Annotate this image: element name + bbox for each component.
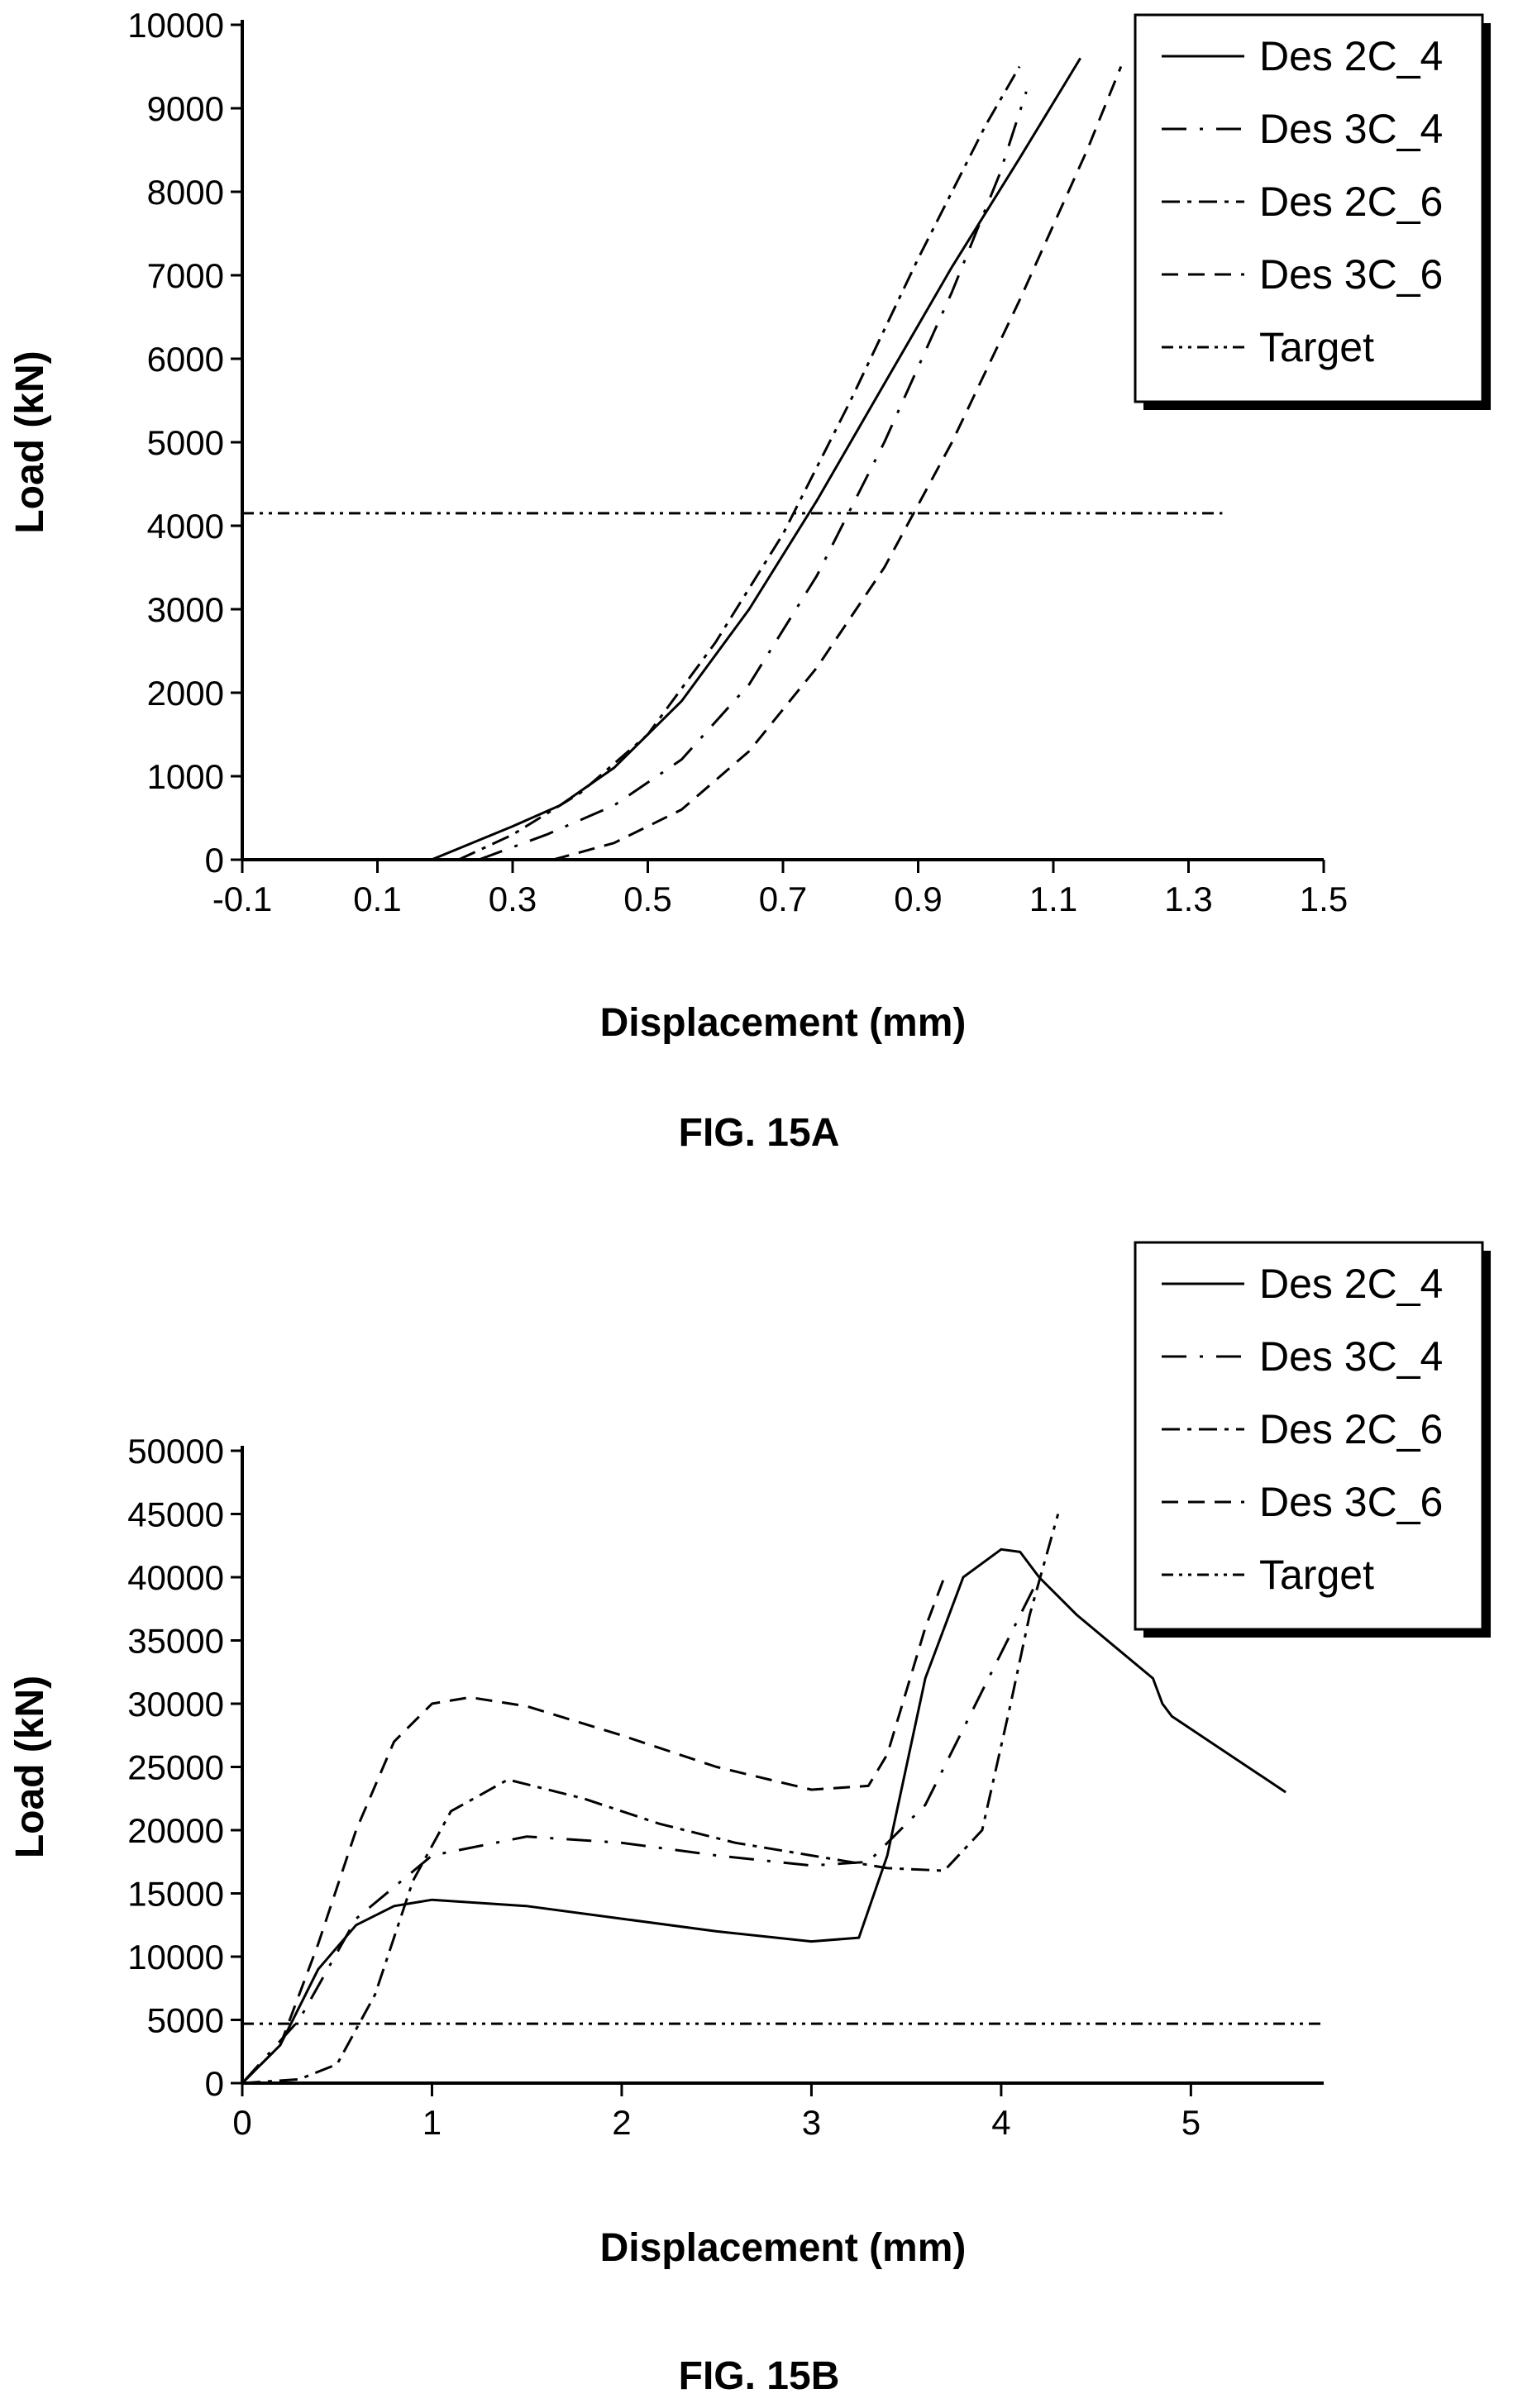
legend-label: Des 3C_4 (1259, 106, 1443, 152)
x-tick-label: 1 (422, 2103, 442, 2142)
y-tick-label: 7000 (147, 256, 224, 295)
y-tick-label: 15000 (127, 1875, 224, 1914)
legend-label: Des 2C_6 (1259, 1406, 1443, 1452)
y-tick-label: 30000 (127, 1685, 224, 1724)
legend-label: Des 2C_4 (1259, 1261, 1443, 1307)
legend-label: Des 2C_4 (1259, 33, 1443, 79)
y-axis-title: Load (kN) (8, 350, 52, 533)
legend-label: Des 3C_6 (1259, 251, 1443, 298)
y-tick-label: 5000 (147, 423, 224, 462)
series-line-des-3c-4 (478, 91, 1028, 861)
series-line-des-2c-4 (241, 1547, 1286, 2085)
y-tick-label: 5000 (147, 2001, 224, 2040)
y-tick-label: 50000 (127, 1432, 224, 1471)
y-tick-label: 2000 (147, 674, 224, 713)
x-tick-label: 1.3 (1164, 880, 1212, 918)
x-tick-label: 5 (1181, 2103, 1201, 2142)
x-tick-label: 0.5 (623, 880, 671, 918)
legend-label: Target (1259, 324, 1374, 370)
x-tick-label: 1.1 (1029, 880, 1077, 918)
series-line-des-3c-6 (241, 1576, 946, 2085)
y-tick-label: 35000 (127, 1622, 224, 1661)
legend-box (1134, 13, 1484, 403)
legend-label: Des 3C_6 (1259, 1479, 1443, 1525)
legend-label: Target (1259, 1552, 1374, 1598)
legend-box (1134, 1241, 1484, 1631)
x-tick-label: 1.5 (1300, 880, 1348, 918)
x-axis-title: Displacement (mm) (600, 1001, 967, 1045)
chart-fig-15a: 0 1000 2000 3000 4000 5000 6000 7000 8000 9000 100… (8, 6, 1491, 1045)
y-tick-label: 3000 (147, 590, 224, 629)
x-tick-label: 0.1 (353, 880, 401, 918)
y-tick-label: 4000 (147, 507, 224, 546)
y-tick-label: 8000 (147, 173, 224, 212)
x-tick-label: -0.1 (212, 880, 272, 918)
series-line-des-2c-6 (241, 1514, 1060, 2085)
series-line-des-3c-4 (241, 1576, 1041, 2085)
legend-label: Des 2C_6 (1259, 179, 1443, 225)
y-tick-label: 20000 (127, 1811, 224, 1850)
y-tick-label: 25000 (127, 1748, 224, 1787)
y-tick-label: 1000 (147, 757, 224, 796)
x-tick-label: 0.3 (489, 880, 537, 918)
x-tick-label: 0.9 (894, 880, 942, 918)
y-tick-label: 10000 (127, 1938, 224, 1976)
y-tick-label: 9000 (147, 89, 224, 128)
y-tick-label: 40000 (127, 1558, 224, 1597)
y-tick-label: 6000 (147, 340, 224, 379)
x-tick-label: 2 (612, 2103, 631, 2142)
chart-fig-15b: 0 5000 10000 15000 20000 25000 30000 35000 40000… (8, 1241, 1491, 2270)
y-axis-title: Load (kN) (8, 1676, 52, 1858)
y-tick-label: 10000 (127, 6, 224, 45)
x-tick-label: 3 (802, 2103, 821, 2142)
series-line-des-2c-4 (431, 57, 1081, 861)
x-tick-label: 4 (991, 2103, 1010, 2142)
x-axis-title: Displacement (mm) (600, 2226, 967, 2270)
figure-caption-15b: FIG. 15B (679, 2354, 840, 2398)
x-tick-label: 0 (232, 2103, 251, 2142)
y-tick-label: 0 (205, 2064, 224, 2103)
x-tick-label: 0.7 (759, 880, 807, 918)
y-tick-label: 45000 (127, 1495, 224, 1534)
series-line-des-3c-6 (552, 65, 1123, 861)
figure-caption-15a: FIG. 15A (679, 1111, 840, 1155)
y-tick-label: 0 (205, 841, 224, 880)
legend-label: Des 3C_4 (1259, 1333, 1443, 1380)
series-line-des-2c-6 (457, 65, 1021, 861)
